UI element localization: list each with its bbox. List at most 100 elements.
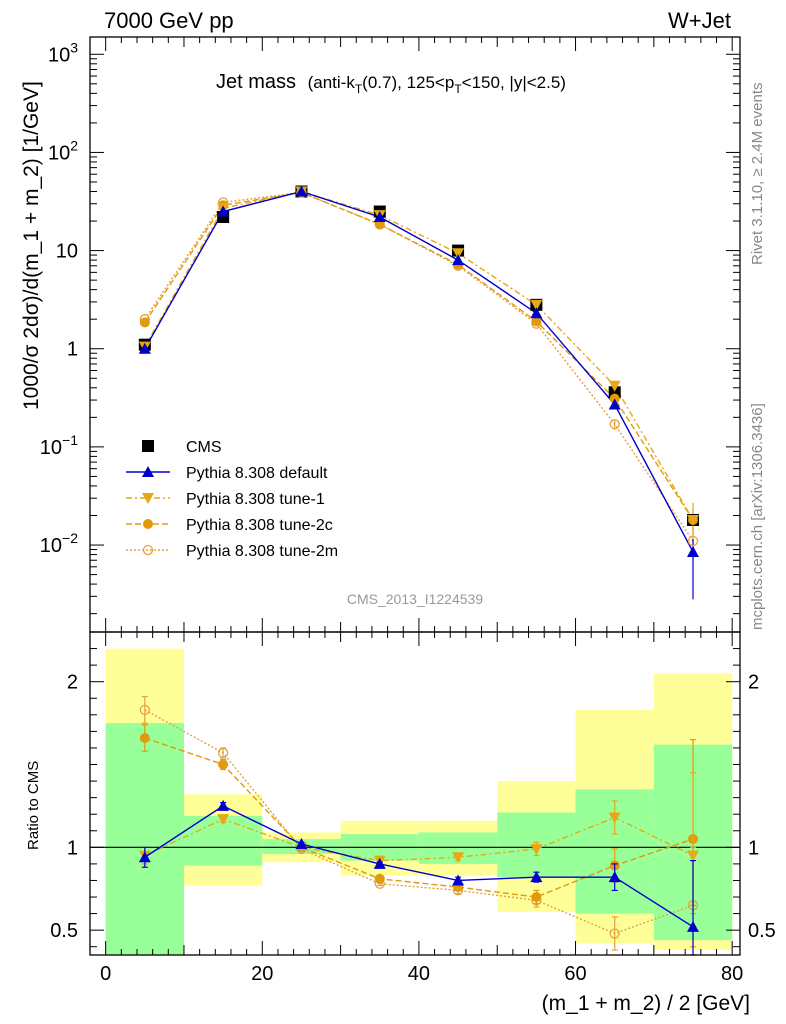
ratio-y-tick-label: 0.5 bbox=[50, 920, 78, 942]
ratio-series-point bbox=[217, 814, 230, 826]
y-tick-exponent: −2 bbox=[62, 530, 78, 546]
legend-label: Pythia 8.308 tune-1 bbox=[186, 491, 325, 508]
title-detail-sub1: T bbox=[355, 82, 363, 96]
process-label: W+Jet bbox=[668, 8, 731, 33]
main-series-point bbox=[217, 205, 230, 217]
ratio-series-line bbox=[144, 737, 694, 898]
ratio-panel: 0.5 0.5 1 1 2 2 Ratio to CMS 0 20 40 60 80 (m_1 + m_… bbox=[25, 631, 776, 1015]
y-tick-base: 10 bbox=[48, 44, 70, 66]
main-series-point bbox=[139, 317, 150, 328]
main-series-point bbox=[530, 307, 543, 319]
band-stat bbox=[105, 723, 184, 955]
plot-title: Jet mass (anti-kT(0.7), 125<pT<150, |y|<… bbox=[216, 71, 566, 96]
ratio-series-point bbox=[687, 920, 700, 932]
title-detail-suffix: <150, |y|<2.5) bbox=[462, 73, 566, 92]
legend-label: Pythia 8.308 tune-2c bbox=[186, 517, 333, 534]
side-label-bottom: mcplots.cern.ch [arXiv:1306.3436] bbox=[749, 403, 766, 630]
legend-marker bbox=[142, 466, 154, 477]
title-main: Jet mass bbox=[216, 71, 296, 93]
x-tick-label: 0 bbox=[100, 963, 111, 985]
legend-marker bbox=[143, 519, 153, 529]
main-series-point bbox=[687, 535, 699, 547]
y-tick-label: 1 bbox=[67, 339, 78, 361]
y-tick-label: 10−2 bbox=[40, 530, 78, 557]
ratio-series-point bbox=[295, 838, 308, 850]
legend-marker-cms bbox=[142, 440, 154, 452]
x-tick-label: 40 bbox=[408, 963, 430, 985]
analysis-id: CMS_2013_I1224539 bbox=[347, 591, 483, 607]
ratio-series-point bbox=[217, 799, 230, 811]
ratio-series-line bbox=[144, 816, 694, 862]
main-series-point bbox=[608, 398, 621, 410]
side-label-top: Rivet 3.1.10, ≥ 2.4M events bbox=[749, 83, 766, 266]
legend: CMS Pythia 8.308 default Pythia 8.308 tune… bbox=[126, 439, 338, 560]
y-tick-base: 10 bbox=[40, 535, 62, 557]
y-tick-exponent: 2 bbox=[70, 137, 78, 153]
ratio-series-point bbox=[374, 873, 385, 884]
main-series-point bbox=[687, 514, 700, 526]
x-tick-label: 20 bbox=[251, 963, 273, 985]
ratio-series-point bbox=[139, 704, 150, 716]
ratio-series-point bbox=[452, 874, 465, 886]
title-detail-mid: (0.7), 125<p bbox=[362, 73, 454, 92]
energy-label: 7000 GeV pp bbox=[104, 8, 234, 33]
main-y-axis-label: 1000/σ 2dσ)/d(m_1 + m_2) [1/GeV] bbox=[20, 81, 43, 410]
main-series-point bbox=[138, 342, 151, 354]
y-tick-base: 10 bbox=[40, 437, 62, 459]
ratio-y-tick-label: 1 bbox=[67, 837, 78, 859]
ratio-y-tick-label: 2 bbox=[67, 672, 78, 694]
main-series-line bbox=[144, 191, 694, 542]
main-series-line bbox=[144, 190, 694, 553]
ratio-series-point bbox=[138, 851, 151, 863]
y-tick-label: 102 bbox=[48, 137, 78, 164]
main-series-line bbox=[144, 190, 694, 521]
ratio-series-point bbox=[608, 871, 621, 883]
main-series-point bbox=[609, 419, 620, 430]
ratio-series-point bbox=[530, 843, 543, 855]
title-detail-sub2: T bbox=[454, 82, 462, 96]
main-series-point bbox=[608, 380, 621, 392]
ratio-series-point bbox=[530, 871, 543, 883]
x-axis-label: (m_1 + m_2) / 2 [GeV] bbox=[542, 992, 750, 1015]
y-tick-base: 1 bbox=[67, 339, 78, 361]
ratio-series-point bbox=[217, 747, 229, 759]
ratio-series-point bbox=[687, 850, 700, 862]
ratio-series-point bbox=[608, 812, 621, 824]
legend-label-cms: CMS bbox=[186, 439, 222, 456]
y-tick-label: 10−1 bbox=[40, 432, 78, 459]
ratio-frame bbox=[89, 631, 741, 956]
main-series-point bbox=[531, 316, 542, 327]
main-series-line bbox=[144, 191, 694, 521]
ratio-series-point bbox=[218, 759, 229, 770]
ratio-series-point bbox=[452, 852, 465, 864]
main-series-point bbox=[295, 185, 308, 197]
ratio-series-line bbox=[144, 805, 694, 928]
main-series-point bbox=[530, 299, 543, 311]
ratio-series-point bbox=[373, 857, 386, 869]
ratio-y-tick-label-right: 2 bbox=[748, 672, 759, 694]
y-tick-exponent: −1 bbox=[62, 432, 78, 448]
title-detail-prefix: (anti-k bbox=[308, 73, 356, 92]
main-series-point bbox=[452, 248, 465, 260]
ratio-y-axis-label: Ratio to CMS bbox=[25, 761, 42, 850]
main-series-point bbox=[452, 254, 465, 266]
legend-marker bbox=[142, 493, 154, 504]
y-tick-base: 10 bbox=[48, 142, 70, 164]
main-series-point bbox=[373, 210, 386, 222]
y-tick-exponent: 3 bbox=[70, 39, 78, 55]
legend-label: Pythia 8.308 default bbox=[186, 465, 328, 482]
y-tick-label: 103 bbox=[48, 39, 78, 66]
ratio-series-point bbox=[609, 928, 620, 939]
ratio-y-tick-label-right: 0.5 bbox=[748, 920, 776, 942]
legend-label: Pythia 8.308 tune-2m bbox=[186, 543, 338, 560]
ratio-series-point bbox=[139, 733, 150, 744]
x-tick-label: 60 bbox=[564, 963, 586, 985]
ratio-y-tick-label-right: 1 bbox=[748, 837, 759, 859]
y-tick-base: 10 bbox=[56, 241, 78, 263]
main-series-point bbox=[687, 545, 700, 557]
ratio-series-point bbox=[531, 892, 542, 903]
legend-marker bbox=[142, 544, 154, 556]
y-tick-label: 10 bbox=[56, 241, 78, 263]
